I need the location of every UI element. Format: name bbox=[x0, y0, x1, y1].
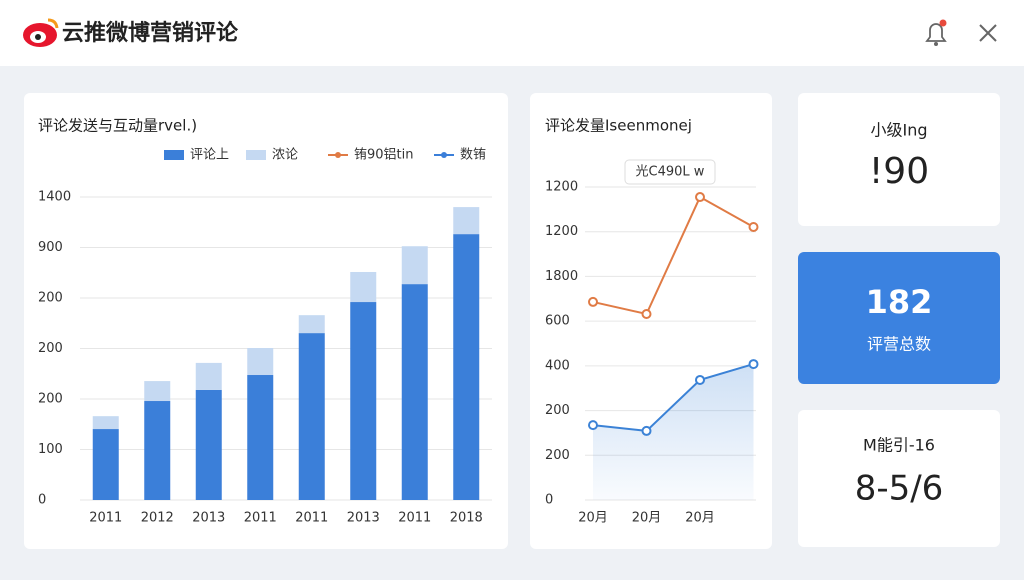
legend-label: 铕90铝tin bbox=[354, 148, 414, 163]
bar-segment bbox=[298, 315, 325, 334]
area bbox=[593, 364, 754, 500]
legend-dot bbox=[335, 152, 341, 158]
stat-card bbox=[798, 93, 1000, 226]
chart-title: 评论发量Iseenmonej bbox=[545, 117, 692, 135]
line bbox=[592, 195, 754, 316]
y-tick-label: 1400 bbox=[38, 190, 71, 205]
point bbox=[748, 359, 759, 370]
bar-segment bbox=[92, 416, 119, 430]
header-bar bbox=[0, 0, 1024, 66]
legend-label: 评论上 bbox=[190, 148, 229, 163]
bar-segment bbox=[247, 375, 274, 500]
card-label: 小级Ing bbox=[870, 121, 927, 140]
y-tick-label: 200 bbox=[545, 448, 570, 463]
x-tick-label: 2012 bbox=[141, 511, 174, 526]
y-tick-label: 200 bbox=[545, 403, 570, 418]
x-tick-label: 20月 bbox=[685, 511, 715, 526]
bar-segment bbox=[247, 347, 274, 376]
bar-segment bbox=[350, 271, 377, 303]
x-tick-label: 20月 bbox=[578, 511, 608, 526]
card-label: M能引-16 bbox=[863, 436, 935, 455]
y-tick-label: 0 bbox=[38, 493, 46, 508]
bar-segment bbox=[92, 429, 119, 500]
point bbox=[641, 425, 652, 436]
legend-label: 数铕 bbox=[460, 148, 486, 163]
legend-swatch bbox=[164, 150, 184, 160]
bar-segment bbox=[401, 246, 428, 285]
stat-card bbox=[798, 410, 1000, 547]
bar-segment bbox=[453, 207, 480, 235]
point bbox=[695, 374, 705, 385]
y-tick-label: 1800 bbox=[545, 269, 578, 284]
legend-swatch bbox=[246, 150, 266, 160]
point bbox=[641, 308, 652, 319]
y-tick-label: 200 bbox=[38, 392, 63, 407]
x-tick-label: 2011 bbox=[398, 511, 431, 526]
legend-dot bbox=[441, 152, 447, 158]
close-button[interactable] bbox=[979, 24, 997, 42]
line bbox=[592, 363, 754, 432]
y-tick-label: 900 bbox=[38, 240, 63, 255]
bar-segment bbox=[195, 389, 222, 500]
chart-title: 评论发送与互动量rvel.) bbox=[38, 117, 197, 135]
point bbox=[695, 192, 705, 203]
card-value: 182 bbox=[866, 283, 933, 321]
annotation: 光C490L w bbox=[636, 165, 705, 180]
x-tick-label: 2011 bbox=[89, 511, 122, 526]
point bbox=[588, 420, 598, 431]
annotation-box bbox=[624, 159, 716, 185]
y-tick-label: 600 bbox=[545, 314, 570, 329]
y-tick-label: 1200 bbox=[545, 224, 578, 239]
x-tick-label: 2013 bbox=[192, 511, 225, 526]
bar-segment bbox=[144, 381, 171, 402]
card-label: 评营总数 bbox=[867, 335, 931, 354]
bar-segment bbox=[144, 401, 171, 500]
stat-card-highlight bbox=[798, 252, 1000, 384]
y-tick-label: 200 bbox=[38, 341, 63, 356]
x-tick-label: 2011 bbox=[244, 511, 277, 526]
point bbox=[588, 296, 598, 307]
y-tick-label: 0 bbox=[545, 493, 553, 508]
app-title: 云推微博营销评论 bbox=[62, 20, 239, 46]
y-tick-label: 400 bbox=[545, 358, 570, 373]
bar-segment bbox=[350, 302, 377, 500]
y-tick-label: 1200 bbox=[545, 180, 578, 195]
y-tick-label: 100 bbox=[38, 442, 63, 457]
bell-button[interactable] bbox=[925, 19, 947, 47]
card-value: !90 bbox=[869, 151, 929, 192]
x-tick-label: 2013 bbox=[347, 511, 380, 526]
x-tick-label: 20月 bbox=[632, 511, 662, 526]
bar-segment bbox=[298, 333, 325, 500]
bar-segment bbox=[453, 234, 480, 500]
card-value: 8-5/6 bbox=[855, 469, 944, 509]
point bbox=[748, 222, 759, 233]
legend-label: 浓论 bbox=[272, 148, 298, 163]
logo bbox=[23, 18, 59, 47]
y-tick-label: 200 bbox=[38, 291, 63, 306]
x-tick-label: 2018 bbox=[450, 511, 483, 526]
x-tick-label: 2011 bbox=[295, 511, 328, 526]
bar-segment bbox=[401, 284, 428, 500]
bar-segment bbox=[195, 362, 222, 390]
